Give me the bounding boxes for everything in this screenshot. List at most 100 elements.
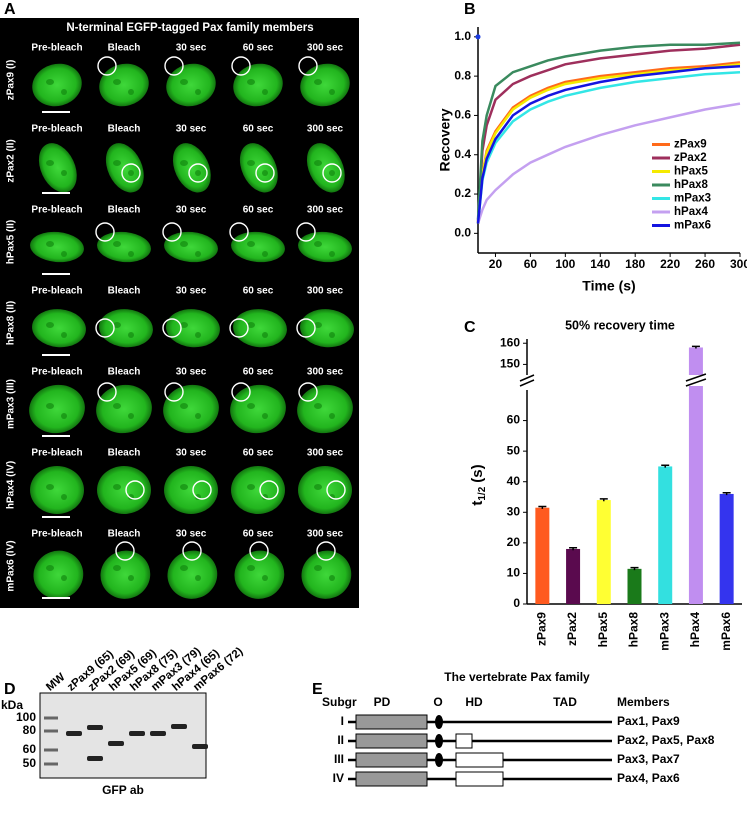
nucleolus: [46, 484, 54, 490]
nucleus: [172, 143, 211, 193]
column-header: TAD: [553, 695, 577, 709]
panel-label: E: [312, 681, 323, 698]
bleach-circle: [192, 480, 212, 500]
bleach-circle: [125, 480, 145, 500]
column-label: 300 sec: [307, 529, 344, 540]
nucleolus: [262, 332, 268, 338]
legend-label: zPax2: [674, 152, 707, 164]
bar-upper: [688, 347, 703, 375]
column-label: Pre-bleach: [31, 367, 82, 378]
column-label: Pre-bleach: [31, 205, 82, 216]
octapeptide: [435, 753, 443, 767]
nucleolus: [113, 241, 121, 247]
column-header: HD: [465, 695, 483, 709]
y-tick-label: 0.0: [454, 226, 471, 240]
nucleolus: [128, 575, 134, 581]
nucleolus: [128, 170, 134, 176]
nucleolus: [61, 494, 67, 500]
column-label: Pre-bleach: [31, 448, 82, 459]
nucleolus: [61, 575, 67, 581]
bleach-circle: [95, 318, 115, 338]
bleach-circle: [298, 382, 318, 402]
bleach-circle: [95, 222, 115, 242]
row-label: mPax3 (III): [6, 379, 17, 429]
y-tick-label: 0: [513, 596, 520, 610]
nucleolus: [247, 403, 255, 409]
column-label: 30 sec: [176, 529, 207, 540]
subgroup-label: III: [334, 752, 344, 766]
nucleus: [38, 143, 77, 193]
column-label: 300 sec: [307, 205, 344, 216]
nucleolus: [128, 89, 134, 95]
bar: [596, 500, 611, 604]
row-label: zPax2 (II): [6, 139, 17, 182]
nucleolus: [61, 413, 67, 419]
y-axis-title: Recovery: [437, 108, 453, 171]
nucleolus: [247, 484, 255, 490]
nucleus: [100, 550, 151, 599]
nucleus: [298, 466, 352, 514]
x-tick-label: zPax2: [565, 612, 579, 646]
x-tick-label: 180: [625, 257, 645, 271]
column-label: 60 sec: [243, 529, 274, 540]
x-tick-label: mPax6: [719, 612, 733, 651]
column-label: Pre-bleach: [31, 529, 82, 540]
row-label: hPax8 (II): [6, 301, 17, 345]
blot-band: [129, 731, 145, 736]
nucleolus: [195, 413, 201, 419]
bleach-circle: [97, 382, 117, 402]
column-label: Pre-bleach: [31, 124, 82, 135]
error-bar: [538, 505, 547, 509]
y-axis-title-unit: (s): [469, 464, 486, 482]
nucleolus: [195, 332, 201, 338]
error-bar: [569, 546, 578, 551]
column-label: 30 sec: [176, 367, 207, 378]
nucleus: [300, 309, 354, 348]
chart-title: 50% recovery time: [565, 318, 675, 332]
axis-break: [519, 374, 535, 382]
column-label: 300 sec: [307, 367, 344, 378]
axis-break: [685, 378, 707, 387]
blot-band: [192, 744, 208, 749]
legend-label: hPax4: [674, 206, 708, 218]
panel-label: C: [464, 319, 476, 336]
bleach-circle: [255, 163, 275, 183]
members: Pax1, Pax9: [617, 714, 680, 728]
bleach-circle: [316, 541, 336, 561]
bleach-circle: [296, 318, 316, 338]
nucleolus: [314, 79, 322, 85]
nucleolus: [262, 251, 268, 257]
nucleolus: [195, 575, 201, 581]
nucleolus: [128, 251, 134, 257]
legend-label: hPax5: [674, 166, 708, 178]
blot-band: [171, 724, 187, 729]
nucleus: [29, 384, 85, 434]
legend-label: zPax9: [674, 139, 707, 151]
nucleolus: [329, 575, 335, 581]
x-tick-label: hPax4: [688, 612, 702, 648]
nucleus: [30, 466, 84, 514]
nucleolus: [180, 403, 188, 409]
x-tick-label: mPax3: [657, 612, 671, 651]
bleach-circle: [164, 56, 184, 76]
homeodomain: [455, 771, 504, 787]
nucleus: [297, 384, 353, 434]
bar: [566, 548, 581, 604]
y-tick-label: 1.0: [454, 29, 471, 43]
bleach-circle: [298, 56, 318, 76]
nucleolus: [247, 322, 255, 328]
column-header: Members: [617, 695, 670, 709]
bar: [719, 493, 734, 604]
nucleolus: [314, 160, 322, 166]
nucleolus: [46, 565, 54, 571]
nucleus: [163, 384, 219, 434]
nucleolus: [46, 79, 54, 85]
column-label: 300 sec: [307, 43, 344, 54]
nucleolus: [329, 251, 335, 257]
bleach-circle: [188, 163, 208, 183]
y-tick-label: 0.2: [454, 186, 471, 200]
caption: GFP ab: [102, 783, 144, 797]
column-header: Subgr: [322, 695, 357, 709]
paired-domain: [355, 733, 428, 749]
nucleolus: [113, 403, 121, 409]
